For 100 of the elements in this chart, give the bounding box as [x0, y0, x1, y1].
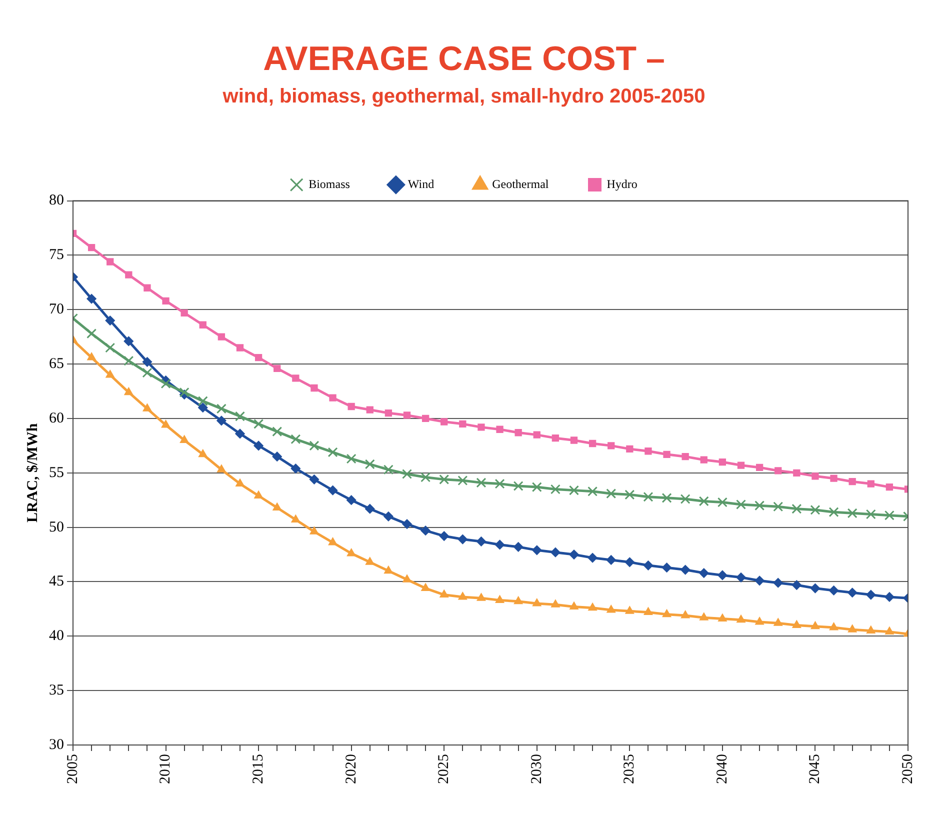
- point: [847, 508, 858, 518]
- point: [105, 316, 115, 326]
- point: [328, 538, 337, 546]
- point: [643, 492, 654, 502]
- point: [810, 584, 820, 594]
- point: [458, 476, 468, 486]
- point: [384, 409, 392, 417]
- point: [198, 402, 208, 412]
- point: [366, 557, 374, 565]
- point: [235, 428, 245, 438]
- point: [347, 548, 356, 556]
- point: [458, 534, 468, 544]
- point: [179, 387, 190, 398]
- point: [142, 357, 152, 367]
- point: [439, 531, 449, 541]
- point: [495, 540, 505, 550]
- point: [216, 416, 226, 426]
- point: [216, 404, 226, 414]
- y-tick-label: 50: [49, 519, 64, 536]
- x-tick-label: 2040: [714, 754, 730, 784]
- y-tick-label: 80: [49, 192, 64, 209]
- y-tick-label: 75: [49, 247, 64, 264]
- point: [402, 468, 412, 479]
- y-tick-label: 45: [49, 574, 64, 590]
- point: [86, 328, 97, 339]
- y-tick-label: 70: [49, 302, 64, 318]
- point: [533, 431, 540, 438]
- point: [532, 598, 542, 606]
- point: [254, 418, 264, 429]
- point: [644, 448, 652, 455]
- point: [272, 502, 282, 510]
- legend-label: Hydro: [606, 176, 638, 191]
- point: [680, 565, 690, 575]
- point: [124, 388, 133, 396]
- point: [792, 620, 801, 628]
- point: [588, 440, 596, 448]
- y-axis-title: LRAC, $/MWh: [24, 422, 41, 522]
- point: [198, 396, 208, 406]
- point: [198, 450, 208, 458]
- point: [290, 434, 301, 444]
- point: [235, 411, 245, 422]
- point: [478, 424, 485, 431]
- point: [532, 545, 542, 555]
- point: [106, 370, 114, 378]
- point: [737, 462, 745, 469]
- point: [329, 394, 336, 402]
- point: [718, 614, 727, 622]
- point: [364, 459, 375, 470]
- point: [217, 464, 226, 472]
- point: [793, 469, 800, 476]
- point: [736, 572, 746, 582]
- point: [439, 474, 450, 484]
- point: [383, 464, 394, 475]
- point: [886, 483, 894, 491]
- point: [459, 420, 466, 428]
- point: [328, 486, 338, 496]
- point: [828, 507, 839, 518]
- point: [87, 352, 96, 360]
- point: [736, 615, 746, 623]
- point: [420, 526, 430, 536]
- point: [496, 426, 504, 433]
- point: [143, 404, 152, 412]
- point: [663, 450, 670, 458]
- point: [254, 354, 262, 362]
- legend-label: Biomass: [308, 176, 350, 191]
- point: [681, 610, 690, 618]
- point: [830, 474, 838, 482]
- point: [180, 436, 189, 443]
- point: [236, 344, 244, 352]
- point: [830, 622, 838, 630]
- point: [440, 590, 448, 598]
- point: [366, 406, 374, 414]
- point: [884, 592, 894, 602]
- point: [292, 374, 300, 382]
- point: [698, 496, 709, 506]
- point: [866, 590, 876, 600]
- point: [588, 603, 597, 611]
- point: [736, 499, 746, 510]
- chart-title: AVERAGE CASE COST –: [263, 40, 665, 78]
- x-tick-label: 2030: [528, 754, 545, 784]
- point: [274, 364, 281, 372]
- point: [86, 294, 96, 304]
- point: [160, 378, 171, 389]
- point: [384, 512, 394, 522]
- point: [643, 560, 653, 570]
- point: [569, 485, 579, 496]
- point: [700, 456, 708, 464]
- point: [885, 627, 894, 635]
- point: [420, 472, 431, 482]
- point: [514, 596, 523, 604]
- point: [680, 494, 690, 504]
- point: [309, 440, 320, 451]
- point: [440, 418, 448, 426]
- point: [624, 490, 635, 500]
- point: [421, 584, 430, 592]
- point: [662, 610, 671, 618]
- y-tick-label: 60: [49, 410, 64, 426]
- point: [774, 467, 782, 474]
- point: [608, 442, 615, 450]
- point: [346, 495, 356, 505]
